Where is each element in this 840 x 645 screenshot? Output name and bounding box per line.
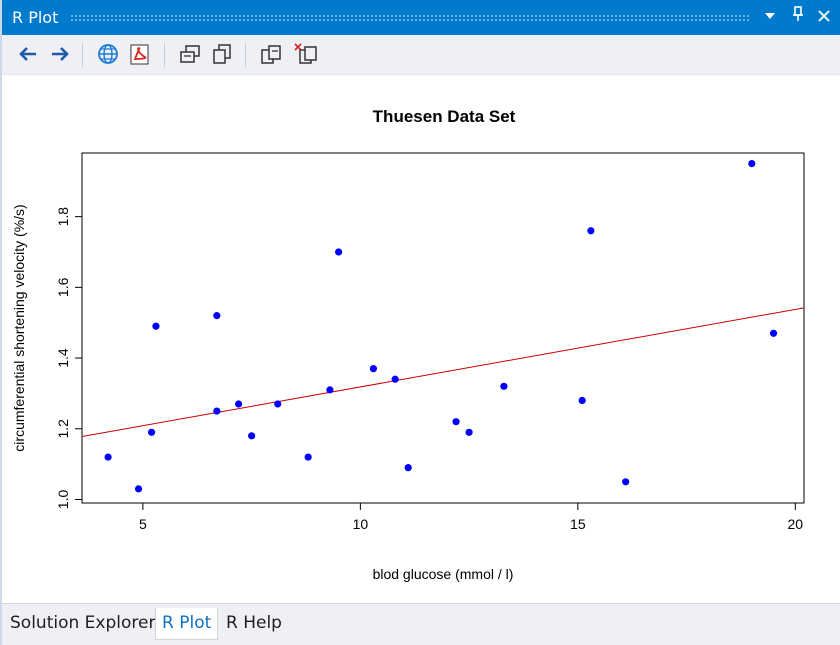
copy-image-button[interactable]	[176, 40, 204, 68]
data-point	[304, 453, 312, 461]
y-axis: 1.0 1.2 1.4 1.6 1.8	[55, 207, 83, 510]
arrow-right-icon	[52, 47, 69, 61]
data-point	[465, 428, 473, 436]
plot-toolbar	[2, 35, 840, 75]
data-points	[104, 160, 778, 493]
export-web-button[interactable]	[94, 40, 122, 68]
clear-all-plots-icon	[294, 43, 317, 64]
data-point	[500, 382, 508, 390]
y-tick-label: 1.6	[55, 277, 71, 297]
toolbar-separator	[164, 43, 165, 67]
data-point	[587, 227, 595, 235]
data-point	[369, 365, 378, 373]
export-pdf-button[interactable]	[126, 40, 154, 68]
bottom-tab-bar: Solution Explorer R Plot R Help	[2, 603, 840, 645]
arrow-left-icon	[19, 47, 36, 61]
data-point	[248, 432, 256, 440]
data-point	[452, 418, 460, 426]
data-point	[213, 407, 221, 415]
y-axis-label: circumferential shortening velocity (%/s…	[11, 204, 27, 451]
data-point	[622, 478, 630, 486]
data-point	[404, 464, 412, 472]
x-tick-label: 15	[570, 516, 586, 532]
data-point	[769, 329, 778, 337]
data-point	[335, 248, 343, 256]
tab-r-help[interactable]: R Help	[226, 613, 282, 633]
close-icon[interactable]	[814, 6, 834, 28]
copy-metafile-icon	[213, 44, 231, 64]
y-tick-label: 1.2	[55, 419, 71, 439]
regression-line-group	[81, 307, 805, 438]
remove-plot-button[interactable]	[258, 40, 286, 68]
toolbar-separator	[82, 43, 83, 67]
remove-plot-icon	[261, 45, 281, 64]
x-axis-label: blod glucose (mmol / l)	[373, 566, 514, 582]
plot-canvas: Thuesen Data Set 5 10 15 20 1.0 1.2 1.4 1.6 1.8…	[4, 76, 840, 603]
plot-frame	[81, 152, 805, 504]
back-button[interactable]	[14, 40, 42, 68]
clear-plots-button[interactable]	[292, 40, 320, 68]
data-point	[391, 375, 399, 383]
regression-line	[81, 307, 805, 438]
tab-r-plot[interactable]: R Plot	[155, 608, 219, 640]
title-grip[interactable]	[70, 14, 750, 22]
toolbar-separator	[245, 43, 246, 67]
data-point	[578, 396, 586, 405]
scatter-plot: Thuesen Data Set 5 10 15 20 1.0 1.2 1.4 1.6 1.8…	[11, 107, 805, 582]
data-point	[147, 428, 156, 436]
data-point	[134, 485, 143, 493]
x-axis: 5 10 15 20	[139, 502, 804, 532]
triangle-down-icon[interactable]	[760, 6, 780, 28]
data-point	[213, 312, 221, 320]
y-tick-label: 1.4	[55, 348, 71, 368]
title-bar[interactable]: R Plot	[2, 0, 840, 35]
tab-solution-explorer[interactable]: Solution Explorer	[10, 613, 156, 633]
x-tick-label: 10	[353, 516, 369, 532]
window-title: R Plot	[12, 8, 59, 27]
data-point	[274, 400, 282, 408]
globe-icon	[98, 44, 118, 64]
pdf-icon	[130, 44, 149, 65]
data-point	[152, 322, 160, 330]
pin-icon[interactable]	[788, 6, 808, 28]
x-tick-label: 20	[788, 516, 804, 532]
data-point	[104, 453, 112, 461]
x-tick-label: 5	[139, 516, 147, 532]
forward-button[interactable]	[46, 40, 74, 68]
copy-image-icon	[180, 45, 200, 63]
chart-title: Thuesen Data Set	[373, 107, 516, 126]
data-point	[234, 400, 243, 408]
y-tick-label: 1.8	[55, 207, 71, 227]
data-point	[326, 386, 334, 394]
data-point	[748, 160, 756, 168]
y-tick-label: 1.0	[55, 490, 71, 510]
copy-metafile-button[interactable]	[208, 40, 236, 68]
